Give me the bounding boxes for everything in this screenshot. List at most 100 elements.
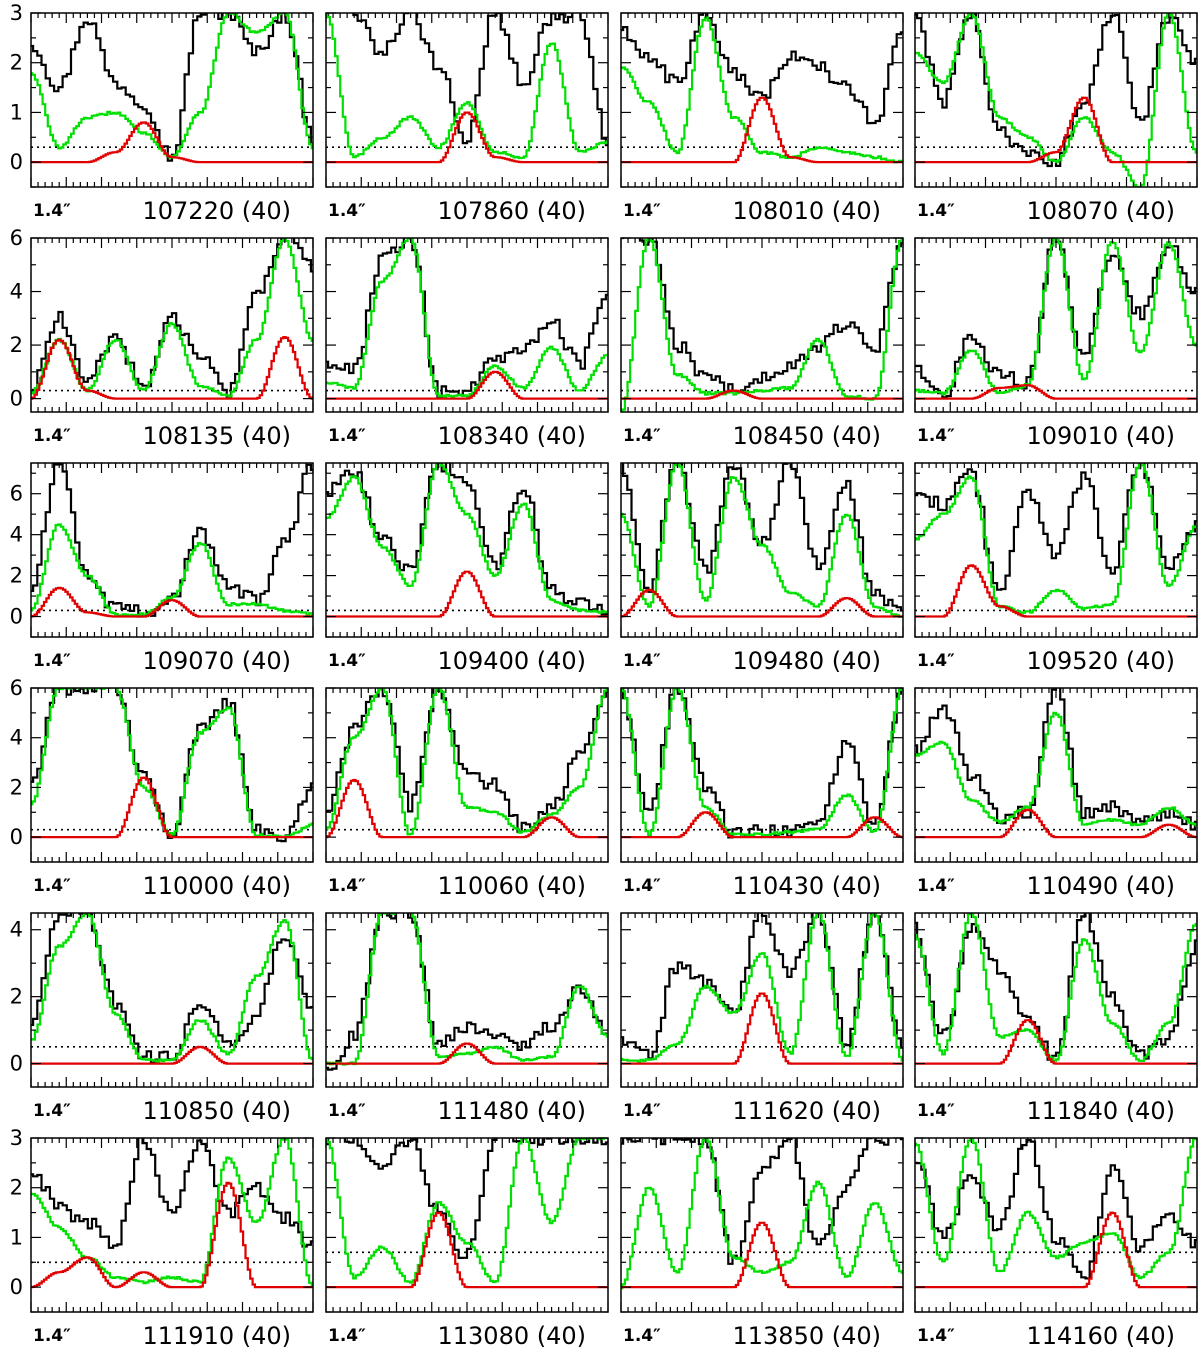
model_molecule-spectrum-line [31, 776, 313, 839]
spectrum-panel-109070: 0 2 4 6 1.4″ 109070 (40) [10, 462, 314, 675]
beam-size-label: 1.4″ [917, 1326, 955, 1346]
beam-size-label: 1.4″ [328, 426, 366, 446]
model_total-spectrum-line [326, 463, 608, 614]
frequency-label: 109400 (40) [437, 647, 586, 675]
y-tick-label: 6 [10, 676, 23, 700]
spectrum-panel-109480: 1.4″ 109480 (40) [620, 462, 904, 675]
model_total-spectrum-line [621, 913, 903, 1063]
observed-spectrum-line [326, 688, 608, 833]
spectrum-panel-108070: 1.4″ 108070 (40) [914, 12, 1198, 225]
model_molecule-spectrum-line [326, 570, 608, 618]
beam-size-label: 1.4″ [623, 201, 661, 221]
panel-frame [914, 237, 1198, 413]
beam-size-label: 1.4″ [328, 876, 366, 896]
frequency-label: 110000 (40) [142, 872, 291, 900]
spectrum-panel-111620: 1.4″ 111620 (40) [620, 912, 904, 1125]
spectrum-panel-109520: 1.4″ 109520 (40) [914, 462, 1198, 675]
plot-area [915, 238, 1197, 400]
plot-area [326, 13, 608, 164]
frequency-label: 109480 (40) [732, 647, 881, 675]
model_total-spectrum-line [915, 1138, 1197, 1280]
frequency-label: 113080 (40) [437, 1322, 586, 1350]
plot-area [915, 688, 1197, 839]
frequency-label: 108135 (40) [142, 422, 291, 450]
spectrum-panel-111480: 1.4″ 111480 (40) [325, 912, 609, 1125]
panel-frame [30, 1137, 314, 1313]
spectrum-panel-111840: 1.4″ 111840 (40) [914, 912, 1198, 1125]
plot-area [31, 238, 313, 400]
model_total-spectrum-line [31, 1138, 313, 1288]
model_total-spectrum-line [915, 463, 1197, 614]
plot-area [621, 688, 903, 839]
y-tick-label: 6 [10, 482, 23, 506]
model_total-spectrum-line [326, 1138, 608, 1284]
beam-size-label: 1.4″ [328, 201, 366, 221]
y-tick-label: 2 [10, 985, 23, 1009]
frequency-label: 111620 (40) [732, 1097, 881, 1125]
observed-spectrum-line [31, 13, 313, 162]
plot-area [621, 463, 903, 618]
plot-area [915, 1138, 1197, 1289]
y-tick-label: 0 [10, 150, 23, 174]
frequency-label: 109520 (40) [1026, 647, 1175, 675]
observed-spectrum-line [621, 238, 903, 393]
beam-size-label: 1.4″ [623, 1101, 661, 1121]
spectrum-panel-108340: 1.4″ 108340 (40) [325, 237, 609, 450]
plot-area [326, 238, 608, 400]
plot-area [621, 13, 903, 164]
observed-spectrum-line [31, 238, 313, 398]
frequency-label: 110490 (40) [1026, 872, 1175, 900]
spectrum-panel-108010: 1.4″ 108010 (40) [620, 12, 904, 225]
observed-spectrum-line [326, 238, 608, 398]
model_molecule-spectrum-line [621, 389, 903, 400]
model_molecule-spectrum-line [915, 1211, 1197, 1289]
frequency-label: 113850 (40) [732, 1322, 881, 1350]
y-tick-label: 2 [10, 51, 23, 75]
model_molecule-spectrum-line [915, 96, 1197, 164]
observed-spectrum-line [621, 1138, 903, 1265]
spectrum-panel-108135: 0 2 4 6 1.4″ 108135 (40) [10, 226, 314, 450]
y-tick-label: 0 [10, 605, 23, 629]
model_total-spectrum-line [326, 913, 608, 1066]
model_total-spectrum-line [621, 16, 903, 164]
plot-area [326, 1138, 608, 1289]
observed-spectrum-line [326, 463, 608, 616]
model_molecule-spectrum-line [621, 811, 903, 839]
beam-size-label: 1.4″ [33, 1326, 71, 1346]
model_molecule-spectrum-line [326, 111, 608, 164]
y-tick-label: 3 [10, 1, 23, 25]
spectrum-panel-109400: 1.4″ 109400 (40) [325, 462, 609, 675]
model_molecule-spectrum-line [31, 336, 313, 400]
model_total-spectrum-line [915, 913, 1197, 1062]
beam-size-label: 1.4″ [33, 651, 71, 671]
frequency-label: 108450 (40) [732, 422, 881, 450]
panel-frame [620, 237, 904, 413]
model_molecule-spectrum-line [621, 992, 903, 1065]
plot-area [915, 463, 1197, 618]
model_molecule-spectrum-line [326, 1211, 608, 1289]
spectrum-panel-110060: 1.4″ 110060 (40) [325, 687, 609, 900]
model_total-spectrum-line [915, 711, 1197, 827]
model_molecule-spectrum-line [915, 808, 1197, 839]
model_total-spectrum-line [326, 13, 608, 160]
frequency-label: 109070 (40) [142, 647, 291, 675]
model_molecule-spectrum-line [621, 96, 903, 164]
model_molecule-spectrum-line [326, 1042, 608, 1065]
observed-spectrum-line [621, 13, 903, 125]
plot-area [31, 913, 313, 1065]
y-tick-label: 2 [10, 333, 23, 357]
y-tick-label: 0 [10, 1052, 23, 1076]
observed-spectrum-line [31, 1138, 313, 1249]
frequency-label: 108010 (40) [732, 197, 881, 225]
frequency-label: 108070 (40) [1026, 197, 1175, 225]
beam-size-label: 1.4″ [917, 651, 955, 671]
model_total-spectrum-line [31, 523, 313, 617]
y-tick-label: 2 [10, 564, 23, 588]
spectrum-panel-113850: 1.4″ 113850 (40) [620, 1137, 904, 1350]
frequency-label: 110060 (40) [437, 872, 586, 900]
model_total-spectrum-line [31, 13, 313, 159]
model_molecule-spectrum-line [915, 564, 1197, 618]
beam-size-label: 1.4″ [33, 201, 71, 221]
plot-area [915, 913, 1197, 1065]
